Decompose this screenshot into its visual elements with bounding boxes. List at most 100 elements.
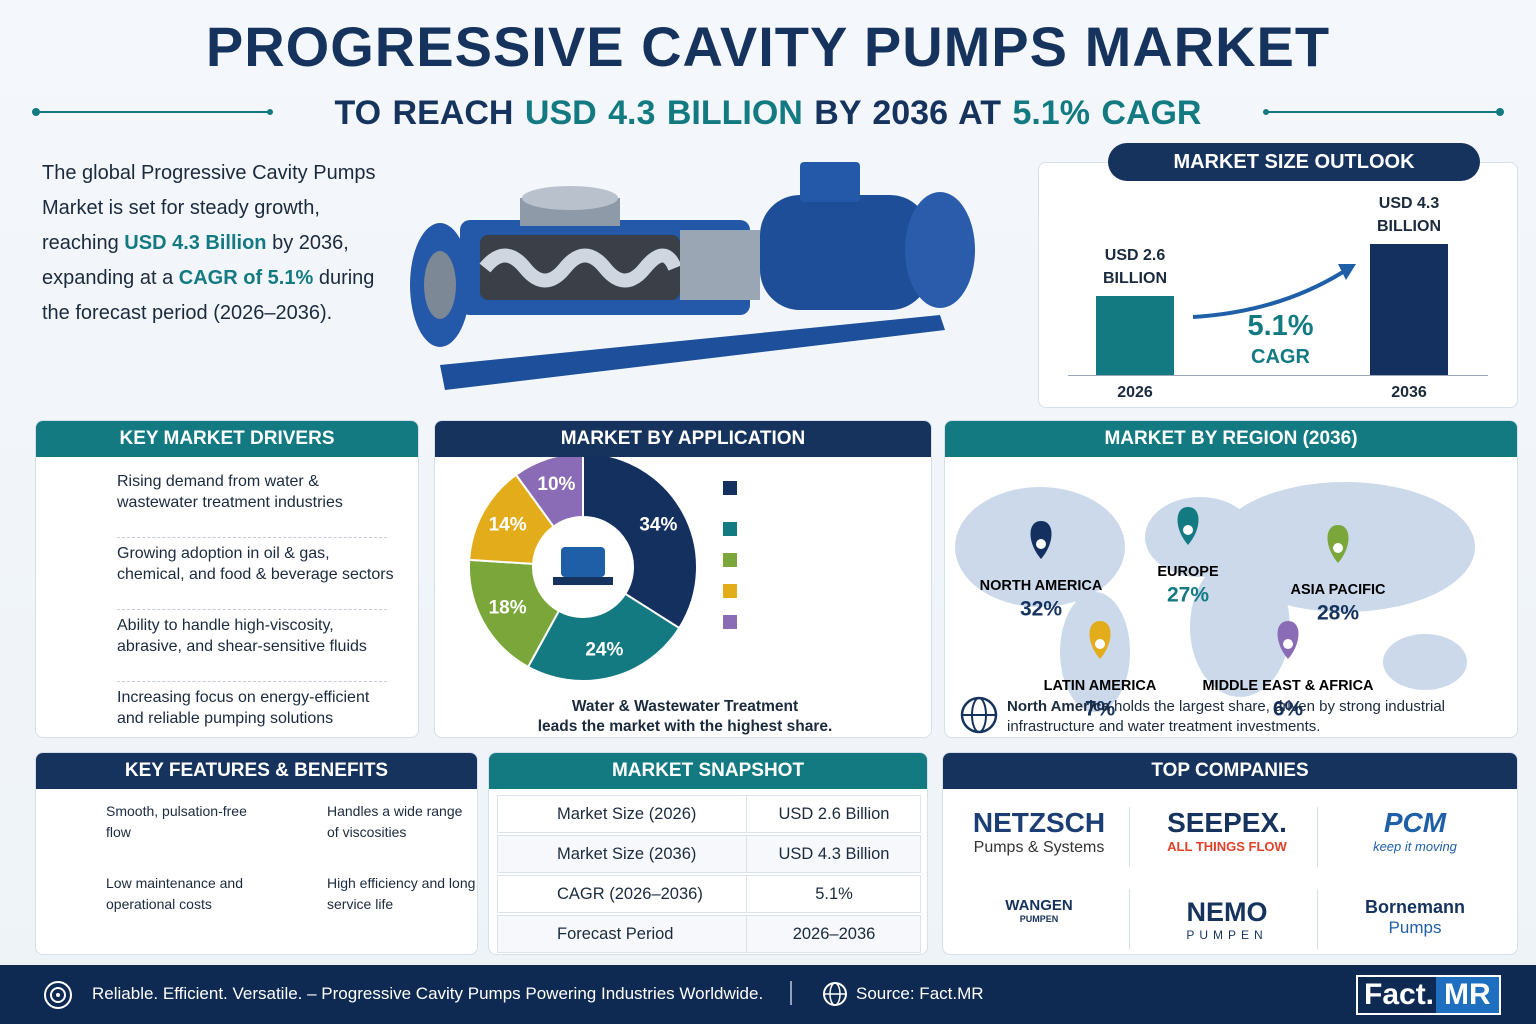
region-name: ASIA PACIFIC [1290,582,1386,598]
pump-icon [561,547,605,577]
separator [1317,807,1318,867]
companies-title: TOP COMPANIES [943,753,1517,789]
separator [117,609,387,610]
slice-label: 34% [639,515,677,536]
separator [117,537,387,538]
row-value: 5.1% [815,885,853,903]
company-tagline: ALL THINGS FLOW [1167,839,1287,854]
region-name: EUROPE [1157,564,1219,580]
feature-text: Low maintenance and operational costs [106,875,243,912]
baseline [1068,375,1488,376]
subtitle-part: BY 2036 AT [814,94,1001,132]
company-logo: NEMO PUMPEN [1139,883,1315,954]
company-logo: Bornemann Pumps [1327,883,1503,954]
application-title: MARKET BY APPLICATION [435,421,931,457]
footer-tagline: Reliable. Efficient. Versatile. – Progre… [92,984,764,1003]
legend-swatch [723,522,737,536]
driver-text: Growing adoption in oil & gas, chemical,… [117,545,394,583]
slice-label: 18% [489,597,527,618]
companies-panel: TOP COMPANIES NETZSCH Pumps & Systems SEEPE… [942,752,1518,955]
footer-source: Source: Fact.MR [856,984,984,1003]
company-tagline: Pumps [1388,918,1442,937]
company-tagline: keep it moving [1373,839,1457,854]
drivers-title: KEY MARKET DRIVERS [36,421,418,457]
bar-label: USD 2.6 BILLION [1103,246,1167,287]
application-panel: MARKET BY APPLICATION 34% Water & Wastewa… [434,420,932,738]
company-logo: NETZSCH Pumps & Systems [951,801,1127,875]
feature-text: Handles a wide range of viscosities [327,803,463,840]
footer: Reliable. Efficient. Versatile. – Progre… [0,965,1536,1024]
row-value: USD 2.6 Billion [778,805,890,823]
company-logo: SEEPEX. ALL THINGS FLOW [1139,801,1315,875]
company-name: Bornemann [1364,897,1465,917]
driver-text: Ability to handle high-viscosity, abrasi… [117,617,367,655]
row-divider [746,915,747,953]
intro: The global Progressive Cavity Pumps Mark… [42,156,392,331]
legend-swatch [723,553,737,567]
map-pin-dot [1095,639,1105,649]
region-note: North America holds the largest share, d… [1007,697,1507,737]
row [497,795,921,833]
outlook-title: MARKET SIZE OUTLOOK [1108,143,1480,181]
company-name: NEMO [1186,897,1268,927]
row-value: 2026–2036 [792,925,876,943]
row [497,875,921,913]
outlook-chart: 5.1% CAGR USD 2.6 BILLION 2026 USD 4.3 BIL… [1038,162,1518,408]
row-divider [746,795,747,833]
bar [1096,295,1174,375]
application-chart: 34%Water & Wastewater Treatment24%Oil & … [468,457,927,682]
company-logo: PCM keep it moving [1327,801,1503,875]
separator [1129,889,1130,949]
company-name: PCM [1383,807,1447,838]
row-label: Forecast Period [557,925,674,943]
globe-icon [960,696,998,734]
slice-label: 10% [537,474,575,495]
legend-swatch [723,584,737,598]
caption-line: leads the market with the highest share. [537,718,833,735]
row-label: CAGR (2026–2036) [557,885,703,903]
features-panel: KEY FEATURES & BENEFITS Smooth, pulsation… [35,752,478,955]
separator [1317,889,1318,949]
feature-text: Smooth, pulsation-free flow [106,803,247,840]
intro-text: The global Progressive Cavity Pumps Mark… [42,162,376,254]
row [497,835,921,873]
company-name: NETZSCH [972,807,1106,838]
company-name: WANGEN [1005,897,1073,914]
snapshot-panel: MARKET SNAPSHOT Market Size (2026) USD 2.6… [488,752,928,955]
caption-line: Water & Wastewater Treatment [571,698,799,715]
slice-label: 24% [585,639,623,660]
bar [1370,244,1448,375]
note-highlight: North America [1007,698,1110,715]
separator [117,681,387,682]
legend-swatch [723,615,737,629]
region-share: 28% [1317,602,1359,625]
bar-label: USD 4.3 BILLION [1377,195,1441,235]
company-tagline: PUMPEN [1019,914,1059,924]
pie-slice [526,592,681,682]
row-value: USD 4.3 Billion [778,845,890,863]
company-tagline: PUMPEN [1186,928,1268,942]
features-title: KEY FEATURES & BENEFITS [36,753,477,789]
cagr-value: 5.1% [1247,310,1314,342]
region-name: MIDDLE EAST & AFRICA [1202,678,1374,694]
company-logo: WANGEN PUMPEN [951,883,1127,954]
pie-slice [468,558,561,669]
row-label: Market Size (2036) [557,845,697,863]
drivers-panel: KEY MARKET DRIVERS Rising demand from wat… [35,420,419,738]
brand-logo: Fact. MR [1356,975,1501,1015]
region-map: NORTH AMERICA 32% EUROPE 27% ASIA PACIFIC 28%… [955,482,1475,721]
note-text: holds the largest share, driven by stron… [1007,698,1445,735]
bar-category: 2026 [1117,384,1153,401]
globe-icon [823,982,847,1006]
bar-category: 2036 [1391,384,1427,401]
title: PROGRESSIVE CAVITY PUMPS MARKET [205,15,1331,78]
region-share: 7% [1085,698,1116,721]
map-pin-dot [1333,543,1343,553]
legend-item: Water & Wastewater Treatment [747,477,927,521]
intro-text: by 2036, expanding at a [42,232,349,289]
separator [1129,807,1130,867]
intro-highlight: USD 4.3 Billion [124,232,267,254]
application-caption: Water & Wastewater Treatment leads the ma… [455,697,915,737]
divider [790,981,792,1005]
